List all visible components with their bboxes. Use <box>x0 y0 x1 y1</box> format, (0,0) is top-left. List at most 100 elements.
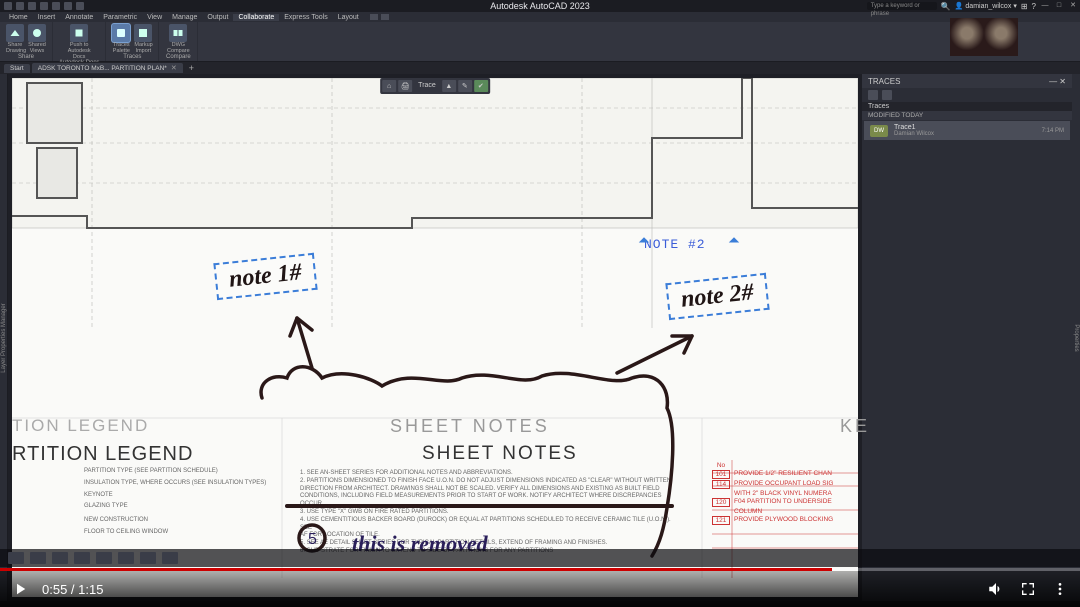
ribbon-panel-label: Traces <box>123 54 141 60</box>
kn-txt: WITH 2" BLACK VINYL NUMERA <box>734 490 832 497</box>
traces-palette-button[interactable] <box>112 24 130 42</box>
tab-view[interactable]: View <box>142 14 167 21</box>
help-icon[interactable]: ? <box>1032 2 1036 11</box>
tab-extra-btn[interactable] <box>381 14 389 20</box>
taskbar-icon[interactable] <box>96 552 112 564</box>
ribbon-sublabel: Share Drawing <box>6 42 24 54</box>
trace-tb-btn[interactable]: ▲ <box>442 80 456 92</box>
volume-button[interactable] <box>986 579 1006 599</box>
sheet-notes-header: SHEET NOTES <box>422 443 578 465</box>
tab-insert[interactable]: Insert <box>33 14 61 21</box>
doc-tab-drawing[interactable]: ADSK TORONTO MxB... PARTITION PLAN* ✕ <box>32 63 183 73</box>
legend-item: GLAZING TYPE <box>84 503 266 511</box>
tab-home[interactable]: Home <box>4 14 33 21</box>
shared-views-button[interactable] <box>28 24 46 42</box>
ribbon-sublabel: Markup Import <box>134 42 152 54</box>
user-icon: 👤 <box>955 2 964 10</box>
trace-tb-btn[interactable]: ✎ <box>458 80 472 92</box>
qat-btn[interactable] <box>40 2 48 10</box>
kn-txt: COLUMN <box>734 508 762 515</box>
keynotes-table: No 101PROVIDE 1/2" RESILIENT CHAN 114PRO… <box>712 462 833 526</box>
qat-btn[interactable] <box>16 2 24 10</box>
kn-num: 120 <box>712 498 730 507</box>
qat-btn[interactable] <box>4 2 12 10</box>
left-strip-label: Layer Properties Manager <box>1 303 7 372</box>
legend-header: RTITION LEGEND <box>12 443 193 466</box>
taskbar-icon[interactable] <box>140 552 156 564</box>
window-title: Autodesk AutoCAD 2023 <box>490 1 590 11</box>
quick-access-toolbar <box>0 2 84 10</box>
canvas-viewport[interactable]: ⌂ 🖨 Trace ▲ ✎ ✔ <box>8 74 862 601</box>
markup-import-button[interactable] <box>134 24 152 42</box>
sheet-notes-header-bg: SHEET NOTES <box>390 416 550 437</box>
fullscreen-button[interactable] <box>1018 579 1038 599</box>
more-button[interactable] <box>1050 579 1070 599</box>
trace-time: 7:14 PM <box>1042 128 1064 134</box>
traces-tool-btn[interactable] <box>868 90 878 100</box>
qat-btn[interactable] <box>28 2 36 10</box>
taskbar-icon[interactable] <box>74 552 90 564</box>
trace-tb-confirm[interactable]: ✔ <box>474 80 488 92</box>
right-palette-strip[interactable]: Properties <box>1072 74 1080 601</box>
note-line: CONDITIONS, INCLUDING FIELD MEASUREMENTS… <box>300 493 680 509</box>
tab-output[interactable]: Output <box>202 14 233 21</box>
search-icon[interactable]: 🔍 <box>941 2 951 11</box>
tab-annotate[interactable]: Annotate <box>60 14 98 21</box>
taskbar-icon[interactable] <box>8 552 24 564</box>
traces-subtab[interactable]: Traces <box>862 102 1072 111</box>
legend-item: KEYNOTE <box>84 492 266 500</box>
doc-tab-start[interactable]: Start <box>4 64 30 73</box>
tab-express[interactable]: Express Tools <box>279 14 332 21</box>
legend-header-bg: TION LEGEND <box>12 416 149 436</box>
chevron-down-icon: ▾ <box>1013 2 1017 10</box>
taskbar-icon[interactable] <box>162 552 178 564</box>
taskbar-icon[interactable] <box>52 552 68 564</box>
traces-tool-btn[interactable] <box>882 90 892 100</box>
tab-manage[interactable]: Manage <box>167 14 202 21</box>
ribbon-panel-traces: Traces PaletteMarkup Import Traces <box>106 22 159 61</box>
dwg-compare-button[interactable] <box>169 24 187 42</box>
trace-tb-btn[interactable]: ⌂ <box>382 80 396 92</box>
taskbar-icon[interactable] <box>30 552 46 564</box>
taskbar-icon[interactable] <box>118 552 134 564</box>
panel-close-icon[interactable]: — ✕ <box>1049 77 1066 86</box>
tab-collaborate[interactable]: Collaborate <box>233 14 279 21</box>
webcam-feed <box>950 18 984 56</box>
tab-parametric[interactable]: Parametric <box>98 14 142 21</box>
new-tab-button[interactable]: + <box>185 63 198 73</box>
ribbon-panel-label: Share <box>18 54 34 60</box>
legend-item: NEW CONSTRUCTION <box>84 517 266 525</box>
tab-layout[interactable]: Layout <box>333 14 364 21</box>
qat-btn[interactable] <box>64 2 72 10</box>
tab-extra-btn[interactable] <box>370 14 378 20</box>
search-input[interactable]: Type a keyword or phrase <box>867 2 937 10</box>
video-controls: 0:55 / 1:15 <box>0 571 1080 607</box>
left-palette-strip[interactable]: Layer Properties Manager <box>0 74 8 601</box>
minimize-button[interactable]: — <box>1040 2 1050 10</box>
traces-tools <box>862 88 1072 102</box>
traces-title: TRACES <box>868 77 900 86</box>
ribbon-panel-share: Share DrawingShared Views Share <box>0 22 53 61</box>
play-button[interactable] <box>10 579 30 599</box>
trace-item[interactable]: DW Trace1 Damian Wilcox 7:14 PM <box>864 121 1070 140</box>
windows-taskbar <box>0 549 1080 567</box>
push-docs-button[interactable] <box>70 24 88 42</box>
right-strip-label: Properties <box>1073 324 1079 351</box>
app-switcher-icon[interactable]: ⊞ <box>1021 2 1028 11</box>
qat-btn[interactable] <box>76 2 84 10</box>
qat-btn[interactable] <box>52 2 60 10</box>
close-icon[interactable]: ✕ <box>171 64 177 72</box>
note-line: 3. USE TYPE "X" GWB ON FIRE RATED PARTIT… <box>300 509 680 517</box>
user-menu[interactable]: 👤 damian_wilcox ▾ <box>955 2 1017 10</box>
close-button[interactable]: ✕ <box>1068 2 1078 10</box>
document-tabs: Start ADSK TORONTO MxB... PARTITION PLAN… <box>0 62 1080 74</box>
share-drawing-button[interactable] <box>6 24 24 42</box>
video-total: 1:15 <box>78 582 103 597</box>
drawing-canvas: NOTE #2 SHEET NOTES SHEET NOTES TION LEG… <box>12 78 858 597</box>
note-line: DIRECTION FROM ARCHITECT. DRAWINGS SHALL… <box>300 486 680 494</box>
video-current: 0:55 <box>42 582 67 597</box>
maximize-button[interactable]: □ <box>1054 2 1064 10</box>
webcam-feed <box>984 18 1018 56</box>
legend-item: FLOOR TO CEILING WINDOW <box>84 529 266 537</box>
trace-tb-btn[interactable]: 🖨 <box>398 80 412 92</box>
